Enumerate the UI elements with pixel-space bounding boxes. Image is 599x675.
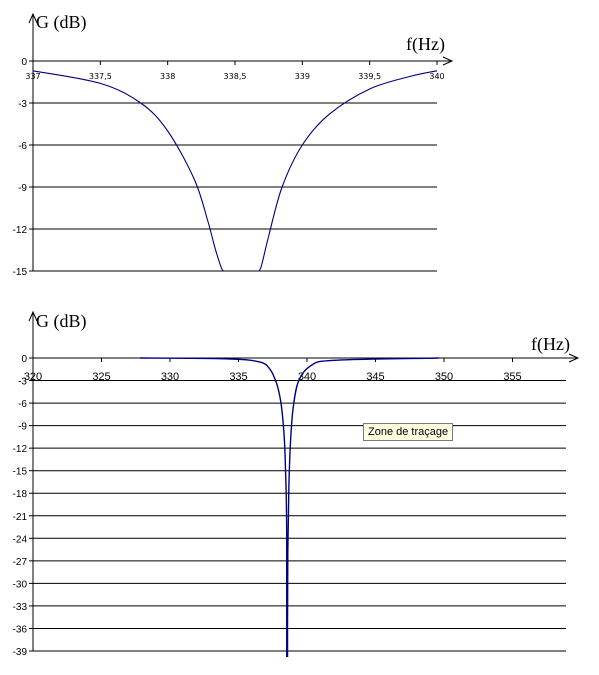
- chart1-y-axis-arrow: [28, 12, 38, 24]
- chart2-x-tick-label: 320: [24, 371, 42, 383]
- chart2-y-tick-label: -24: [13, 534, 28, 545]
- chart2-y-tick-label: -33: [13, 602, 28, 613]
- chart2-x-tick-label: 330: [161, 371, 179, 383]
- chart2-y-tick-label: -36: [13, 624, 28, 635]
- chart1-y-tick-label: -3: [18, 99, 27, 110]
- chart2-y-tick-label: -15: [13, 467, 28, 478]
- chart2-y-tick-label: -30: [13, 579, 28, 590]
- chart2-x-axis-label: f(Hz): [531, 334, 570, 355]
- chart2-y-tick-label: -12: [13, 444, 28, 455]
- chart2-y-axis-label: G (dB): [36, 311, 87, 332]
- chart1-x-axis-label: f(Hz): [406, 34, 445, 55]
- chart2-y-tick-label: -39: [13, 647, 28, 658]
- chart2-y-tick-label: -21: [13, 512, 28, 523]
- chart1-y-tick-label: -15: [13, 267, 28, 278]
- chart2-x-tick-label: 350: [435, 371, 453, 383]
- chart2-y-tick-label: -18: [13, 489, 28, 500]
- chart2-x-tick-label: 335: [229, 371, 247, 383]
- chart1-y-tick-label: -6: [18, 141, 27, 152]
- chart1-x-tick-label: 339: [295, 72, 310, 81]
- chart2-y-tick-label: 0: [21, 354, 27, 365]
- chart2-x-axis-arrow: [568, 353, 580, 363]
- chart1-y-tick-label: 0: [21, 57, 27, 68]
- chart2-y-tick-label: -9: [18, 422, 27, 433]
- chart2-y-tick-label: -3: [18, 377, 27, 388]
- chart1-y-tick-label: -12: [13, 225, 28, 236]
- chart2-y-tick-label: -6: [18, 399, 27, 410]
- chart1-x-tick-label: 338,5: [224, 72, 247, 81]
- chart1-x-tick-label: 337,5: [89, 72, 112, 81]
- chart1-x-tick-label: 338: [160, 72, 175, 81]
- chart2-y-tick-label: -27: [13, 557, 28, 568]
- chart1-x-tick-label: 340: [429, 72, 444, 81]
- chart1-y-axis-label: G (dB): [36, 12, 87, 33]
- chart1-y-tick-label: -9: [18, 183, 27, 194]
- chart2-y-axis-arrow: [28, 310, 38, 322]
- chart1-x-tick-label: 337: [25, 72, 40, 81]
- chart1-series-line-2: [258, 70, 438, 272]
- chart1-x-axis-arrow: [442, 56, 454, 66]
- chart1-x-tick-label: 339,5: [358, 72, 381, 81]
- chart2-series-line-1: [139, 357, 439, 652]
- chart1-series-line-1: [32, 70, 225, 272]
- chart2-x-tick-label: 325: [92, 371, 110, 383]
- chart2-x-tick-label: 345: [366, 371, 384, 383]
- plot-area-tooltip: Zone de traçage: [363, 423, 454, 441]
- chart2-x-tick-label: 355: [503, 371, 521, 383]
